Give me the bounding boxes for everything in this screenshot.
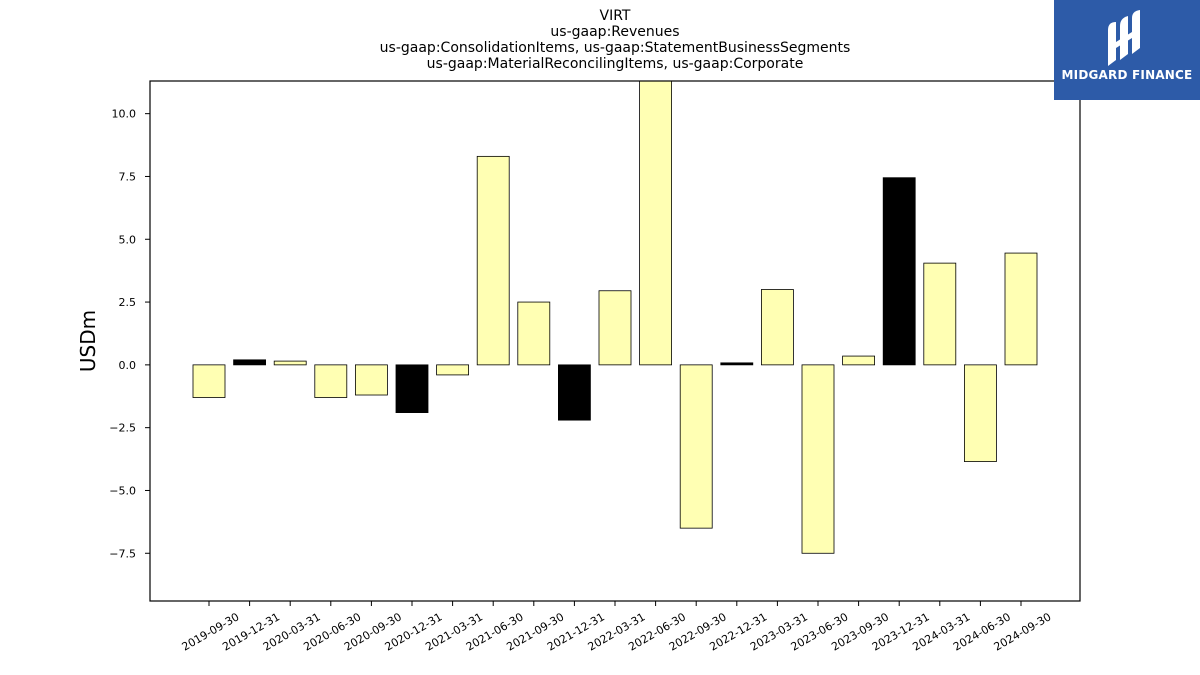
bar-2024-09-30 [1004, 252, 1038, 366]
y-tick-label: 7.5 [119, 170, 137, 183]
bar-2020-03-31 [273, 360, 307, 366]
title-line: us-gaap:Revenues [550, 24, 679, 40]
bar-2021-12-31 [558, 364, 591, 421]
bar-2019-12-31 [233, 359, 267, 366]
logo-text: MIDGARD FINANCE [1061, 68, 1193, 82]
bar-2022-03-31 [598, 290, 632, 366]
y-axis-label: USDm [76, 310, 100, 372]
chart-title: VIRTus-gaap:Revenuesus-gaap:Consolidatio… [380, 8, 851, 72]
y-tick-label: 0.0 [119, 359, 137, 372]
bar-2024-06-30 [964, 364, 997, 462]
midgard-logo-icon [1108, 10, 1140, 66]
title-line: us-gaap:ConsolidationItems, us-gaap:Stat… [380, 40, 851, 56]
bar-2019-09-30 [192, 364, 226, 398]
y-tick-label: −5.0 [109, 484, 136, 497]
y-tick-label: 10.0 [112, 108, 137, 121]
y-tick-label: −2.5 [109, 422, 136, 435]
bar-2021-03-31 [436, 364, 470, 376]
x-axis: 2019-09-302019-12-312020-03-312020-06-30… [180, 601, 1054, 654]
bar-2023-03-31 [761, 289, 794, 366]
bar-2023-06-30 [801, 364, 835, 554]
y-tick-label: 2.5 [119, 296, 137, 309]
bar-2023-12-31 [882, 177, 916, 366]
title-line: us-gaap:MaterialReconcilingItems, us-gaa… [427, 56, 804, 72]
y-tick-label: −7.5 [109, 547, 136, 560]
title-line: VIRT [600, 8, 631, 24]
bar-2022-12-31 [720, 362, 754, 366]
y-tick-label: 5.0 [119, 233, 137, 246]
bar-2020-09-30 [354, 364, 388, 396]
bar-2021-06-30 [476, 155, 510, 366]
bar-2022-09-30 [679, 364, 713, 529]
bar-2022-06-30 [639, 80, 672, 366]
midgard-finance-logo: MIDGARD FINANCE [1054, 0, 1200, 100]
bars [192, 80, 1038, 554]
bar-2023-09-30 [842, 355, 875, 366]
bar-2024-03-31 [923, 262, 957, 366]
bar-2021-09-30 [517, 301, 551, 366]
bar-2020-06-30 [314, 364, 348, 398]
bar-2020-12-31 [395, 364, 429, 413]
y-axis: −7.5 −5.0 −2.5 0.0 2.5 5.0 7.5 10.0 [109, 108, 150, 560]
